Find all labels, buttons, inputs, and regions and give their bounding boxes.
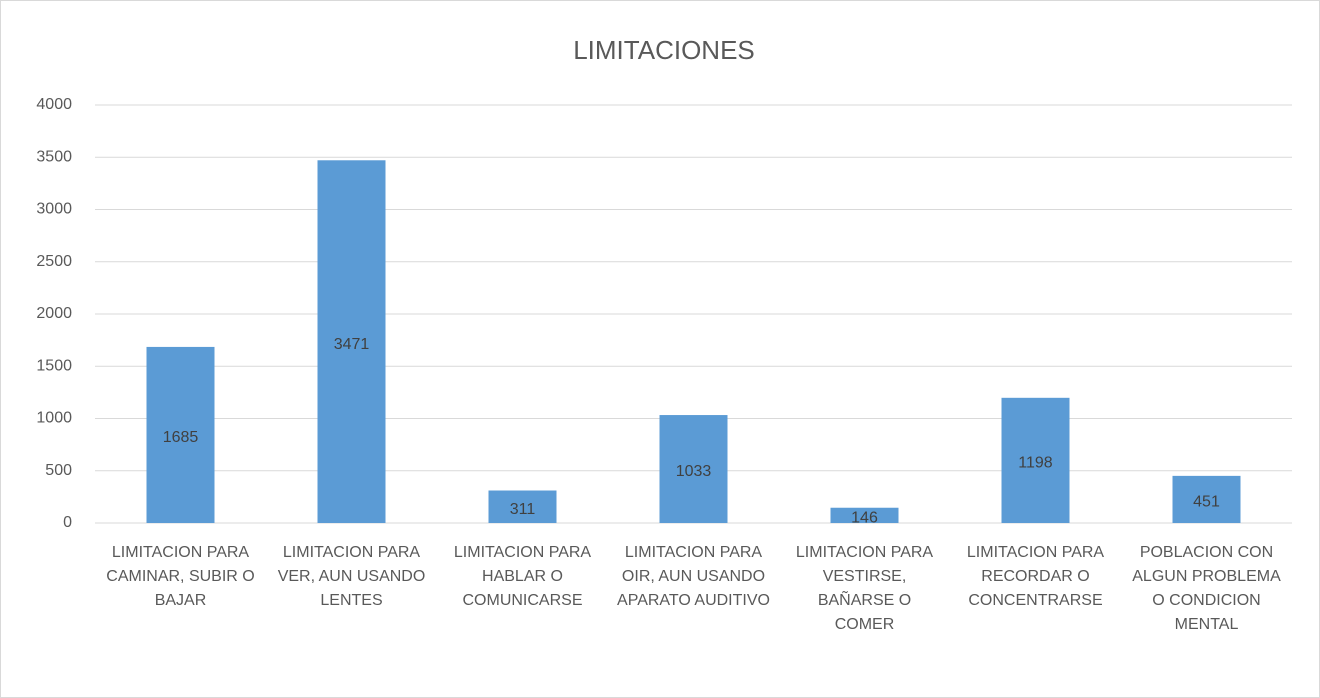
bar	[146, 346, 215, 523]
y-tick-label: 3500	[36, 148, 72, 165]
x-tick-label: LIMITACION PARA RECORDAR O CONCENTRARSE	[967, 544, 1105, 609]
data-label: 1198	[1018, 455, 1053, 472]
y-tick-label: 1500	[36, 357, 72, 374]
bar	[830, 507, 899, 523]
chart-title: LIMITACIONES	[573, 35, 755, 65]
x-tick-label: LIMITACION PARA HABLAR O COMUNICARSE	[454, 544, 592, 609]
data-label: 1685	[163, 429, 199, 446]
data-label: 1033	[676, 463, 712, 480]
x-tick-label: LIMITACION PARA OIR, AUN USANDO APARATO AU…	[617, 544, 770, 609]
y-tick-label: 4000	[36, 96, 72, 113]
bar	[659, 415, 728, 523]
y-tick-label: 1000	[36, 410, 72, 427]
data-label: 3471	[334, 336, 370, 353]
y-tick-label: 2500	[36, 253, 72, 270]
y-tick-label: 2000	[36, 305, 72, 322]
x-tick-label: LIMITACION PARA VESTIRSE, BAÑARSE O COMER	[796, 544, 934, 633]
data-label: 311	[510, 501, 536, 518]
bar	[317, 160, 386, 523]
data-label: 451	[1193, 494, 1220, 511]
y-tick-label: 500	[45, 462, 72, 479]
x-tick-label: POBLACION CON ALGUN PROBLEMA O CONDICION ME…	[1132, 544, 1281, 633]
y-tick-label: 3000	[36, 201, 72, 218]
bar	[1172, 475, 1241, 523]
y-tick-label: 0	[63, 514, 72, 531]
x-tick-label: LIMITACION PARA CAMINAR, SUBIR O BAJAR	[106, 544, 254, 609]
bar	[488, 490, 557, 523]
data-label: 146	[851, 510, 878, 527]
x-tick-label: LIMITACION PARA VER, AUN USANDO LENTES	[278, 544, 426, 609]
bar	[1001, 397, 1070, 523]
